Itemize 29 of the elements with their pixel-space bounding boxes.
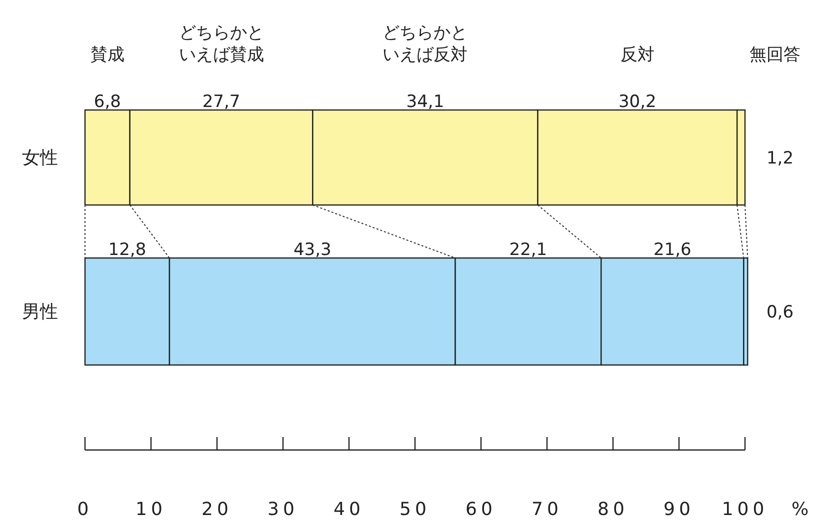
x-tick-label: 60	[466, 499, 496, 520]
data-label: 6,8	[94, 92, 121, 112]
data-label: 12,8	[108, 240, 146, 260]
x-tick-label: 10	[136, 499, 166, 520]
x-tick-label: 100	[722, 499, 768, 520]
x-tick-label: 80	[598, 499, 628, 520]
y-tick-label: 女性	[22, 148, 58, 168]
x-axis-title: %	[791, 499, 809, 520]
text: 反対	[620, 45, 654, 65]
data-label: 21,6	[653, 240, 692, 260]
x-tick-label: 90	[664, 499, 694, 520]
data-label: 1,2	[766, 148, 794, 168]
x-tick-label: 70	[532, 499, 562, 520]
data-label: 43,3	[293, 240, 332, 260]
x-tick-label: 0	[77, 499, 93, 520]
x-tick-label: 50	[400, 499, 430, 520]
text: どちらかといえば反対	[382, 23, 468, 65]
x-tick-label: 20	[202, 499, 232, 520]
text: 賛成	[90, 45, 124, 65]
data-label: 27,7	[202, 92, 240, 112]
text: 無回答	[750, 45, 800, 65]
data-label: 34,1	[406, 92, 444, 112]
text: どちらかといえば賛成	[178, 23, 264, 65]
data-label: 22,1	[509, 240, 548, 260]
y-tick-label: 男性	[22, 302, 58, 322]
x-tick-label: 30	[268, 499, 298, 520]
data-label: 30,2	[618, 92, 656, 112]
x-tick-label: 40	[334, 499, 364, 520]
data-label: 0,6	[766, 302, 794, 322]
